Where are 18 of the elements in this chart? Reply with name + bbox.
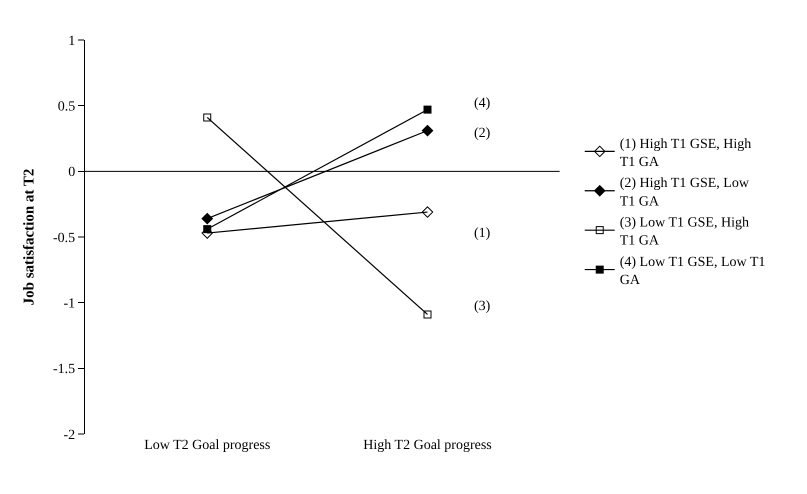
y-tick-label: 0.5 (58, 100, 76, 115)
legend-label: (2) High T1 GSE, Low T1 GA (620, 176, 750, 210)
y-tick-label: -1.5 (53, 362, 76, 378)
annotation: (1) (474, 226, 491, 241)
y-tick-label: 1 (68, 34, 76, 49)
y-tick-label: 0 (68, 165, 76, 180)
legend-label: (1) High T1 GSE, High T1 GA (620, 136, 752, 170)
annotation: (3) (474, 299, 491, 314)
legend-label: (3) Low T1 GSE, High T1 GA (620, 216, 749, 249)
x-tick-label: Low T2 Goal progress (144, 438, 270, 453)
y-tick-label: -0.5 (53, 230, 76, 246)
y-tick-label: -2 (64, 428, 76, 443)
x-tick-label: High T2 Goal progress (363, 438, 492, 453)
y-axis-title: Job satisfaction at T2 (21, 168, 38, 306)
y-tick-label: -1 (64, 296, 76, 312)
annotation: (4) (474, 96, 491, 111)
legend-label: (4) Low T1 GSE, Low T1 GA (620, 254, 766, 288)
annotation: (2) (474, 126, 491, 141)
